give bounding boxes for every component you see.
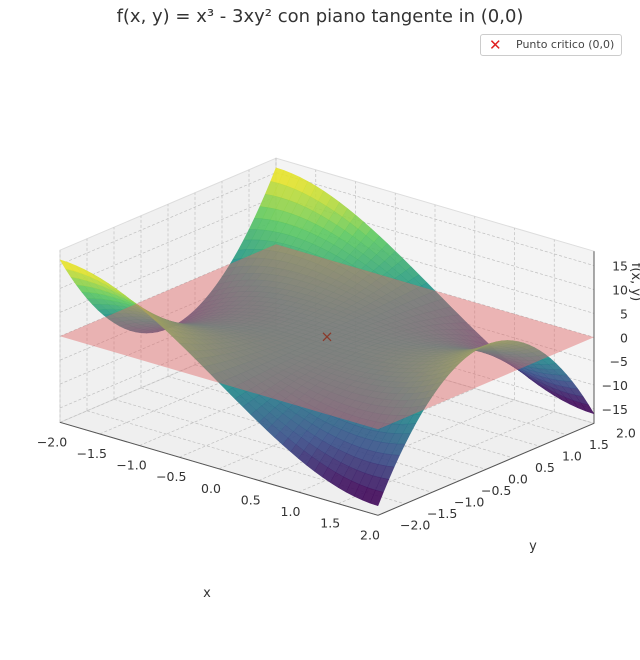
x-axis-line xyxy=(59,421,379,516)
legend-label: Punto critico (0,0) xyxy=(516,38,615,51)
x-tick-label: 0.0 xyxy=(201,481,221,496)
y-tick-label: −1.0 xyxy=(454,494,484,509)
x-tick-label: 1.0 xyxy=(281,504,301,519)
y-tick-label: −0.5 xyxy=(481,483,511,498)
critical-point-marker xyxy=(322,332,332,342)
tick-labels: −2.0−1.5−1.0−0.50.00.51.01.52.0−2.0−1.5−… xyxy=(37,259,636,543)
x-tick-label: 2.0 xyxy=(360,527,380,542)
z-tick-label: 10 xyxy=(612,282,628,297)
z-tick-label: 15 xyxy=(612,259,628,274)
axis-lines xyxy=(59,251,595,516)
z-tick-label: −10 xyxy=(602,378,628,393)
y-tick-label: 1.5 xyxy=(589,437,609,452)
x-tick-label: −1.5 xyxy=(77,446,107,461)
z-tick-label: −5 xyxy=(610,354,628,369)
x-tick-label: 1.5 xyxy=(320,516,340,531)
x-axis-label: x xyxy=(203,586,211,601)
y-tick-label: −1.5 xyxy=(427,506,457,521)
y-axis-line xyxy=(377,422,595,516)
surface-patch xyxy=(369,489,384,507)
y-axis-label: y xyxy=(529,539,537,554)
chart-title: f(x, y) = x³ - 3xy² con piano tangente i… xyxy=(116,6,524,27)
surface xyxy=(59,167,595,507)
x-tick-label: −2.0 xyxy=(37,434,67,449)
x-tick-label: −1.0 xyxy=(116,458,146,473)
legend-marker-icon: ✕ xyxy=(489,36,502,54)
z-tick-label: 5 xyxy=(620,306,628,321)
y-tick-label: 0.0 xyxy=(508,471,528,486)
x-tick-label: −0.5 xyxy=(156,469,186,484)
z-axis-label: f(x, y) xyxy=(628,263,640,301)
y-tick-label: 2.0 xyxy=(616,425,636,440)
x-tick-label: 0.5 xyxy=(241,492,261,507)
critical-point-mark xyxy=(322,332,332,342)
y-tick-label: 0.5 xyxy=(535,460,555,475)
legend: ✕ Punto critico (0,0) xyxy=(480,34,622,56)
z-tick-label: 0 xyxy=(620,330,628,345)
axis-labels: x y f(x, y) xyxy=(203,263,640,601)
z-tick-label: −15 xyxy=(602,402,628,417)
y-tick-label: 1.0 xyxy=(562,448,582,463)
y-tick-label: −2.0 xyxy=(400,517,430,532)
